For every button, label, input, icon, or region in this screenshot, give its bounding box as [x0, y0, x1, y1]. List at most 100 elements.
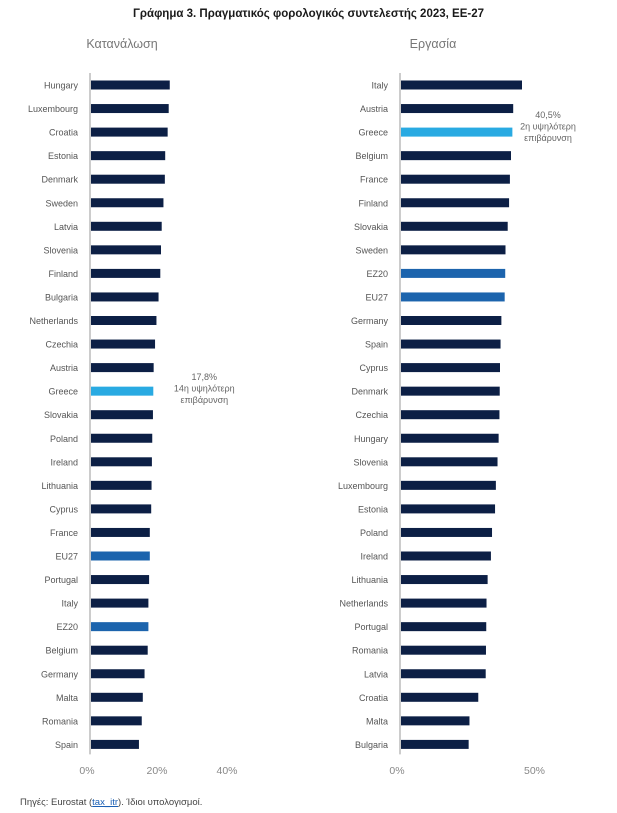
panel-2-bar-austria [401, 104, 514, 114]
panel-2-category-label-croatia: Croatia [359, 693, 388, 703]
panel-2-category-label-latvia: Latvia [364, 669, 388, 679]
panel-2-bar-romania [401, 645, 486, 655]
panel-1-bar-italy [91, 598, 149, 608]
panel-1-bar-belgium [91, 645, 148, 655]
panel-1-tick-label-0: 0% [79, 765, 94, 777]
panel-2-category-label-greece: Greece [358, 128, 388, 138]
source-note: Πηγές: Eurostat (tax_itr). Ίδιοι υπολογι… [20, 797, 202, 808]
source-prefix: Πηγές: Eurostat ( [20, 797, 93, 808]
panel-1-bar-slovakia [91, 410, 153, 420]
panel-2-category-label-slovakia: Slovakia [354, 222, 388, 232]
panel-1-annotation-line-1: 17,8% [192, 372, 218, 382]
panel-1-bar-france [91, 527, 150, 537]
source-link[interactable]: tax_itr [92, 797, 119, 808]
panel-1-bar-eu27 [91, 551, 150, 561]
chart-title: Γράφημα 3. Πραγματικός φορολογικός συντε… [132, 8, 484, 20]
panel-2-bar-belgium [401, 151, 511, 161]
panel-1-category-label-eu27: EU27 [55, 552, 78, 562]
panel-2-bar-italy [401, 80, 522, 90]
panel-1-category-label-estonia: Estonia [48, 151, 78, 161]
panel-2-bar-spain [401, 339, 501, 349]
panel-2-category-label-sweden: Sweden [355, 245, 388, 255]
panel-2-category-label-poland: Poland [360, 528, 388, 538]
panel-1-bar-lithuania [91, 480, 152, 490]
panel-1-bar-croatia [91, 127, 168, 137]
panel-1-bar-finland [91, 268, 161, 278]
panel-2-bar-luxembourg [401, 480, 496, 490]
panel-1-bar-slovenia [91, 245, 161, 255]
panel-2-bar-croatia [401, 692, 479, 702]
panel-2-bar-bulgaria [401, 739, 469, 749]
panel-2-category-label-ez20: EZ20 [366, 269, 388, 279]
panel-1-category-label-ireland: Ireland [50, 457, 78, 467]
panel-1-bar-luxembourg [91, 104, 169, 114]
panel-2-bar-slovakia [401, 221, 508, 231]
panel-2-category-label-spain: Spain [365, 340, 388, 350]
panel-1-bar-netherlands [91, 316, 157, 325]
panel-1-category-label-germany: Germany [41, 669, 79, 679]
panel-2-bar-cyprus [401, 363, 500, 373]
panel-1-tick-label-20: 20% [146, 765, 167, 777]
panel-2-category-label-austria: Austria [360, 104, 388, 114]
panel-2-category-label-hungary: Hungary [354, 434, 389, 444]
source-suffix: ). Ίδιοι υπολογισμοί. [118, 797, 203, 808]
panel-1-annotation-line-3: επιβάρυνση [180, 395, 228, 405]
panel-2-bar-lithuania [401, 575, 488, 585]
panel-1-category-label-poland: Poland [50, 434, 78, 444]
panel-2-category-label-denmark: Denmark [351, 387, 388, 397]
panel-2-bar-malta [401, 716, 470, 726]
panel-1-bar-greece [91, 386, 154, 396]
panel-2-bar-czechia [401, 410, 500, 420]
panel-2-bar-estonia [401, 504, 496, 514]
panel-2-category-label-france: France [360, 175, 388, 185]
panel-1-bar-bulgaria [91, 292, 159, 302]
panel-1-category-label-france: France [50, 528, 78, 538]
panel-1-category-label-cyprus: Cyprus [49, 504, 78, 514]
panel-1-category-label-croatia: Croatia [49, 128, 78, 138]
panel-2-bar-finland [401, 198, 510, 208]
panel-2-category-label-slovenia: Slovenia [353, 457, 388, 467]
panel-1-category-label-spain: Spain [55, 740, 78, 750]
panel-2-category-label-eu27: EU27 [365, 292, 388, 302]
panel-2-tick-label-0: 0% [389, 765, 404, 777]
panel-2-category-label-luxembourg: Luxembourg [338, 481, 388, 491]
panel-2-bar-slovenia [401, 457, 498, 467]
panel-1-category-label-slovenia: Slovenia [43, 245, 78, 255]
panel-1-category-label-luxembourg: Luxembourg [28, 104, 78, 114]
panel-2-bar-eu27 [401, 292, 505, 302]
panel-1-bar-germany [91, 669, 145, 679]
panel-1-category-label-latvia: Latvia [54, 222, 78, 232]
panel-1-bar-latvia [91, 221, 162, 231]
panel-1-bar-czechia [91, 339, 156, 349]
panel-2-annotation-line-3: επιβάρυνση [524, 133, 572, 143]
panel-2-bar-france [401, 174, 510, 184]
panel-2-category-label-netherlands: Netherlands [339, 599, 388, 609]
panel-1-category-label-hungary: Hungary [44, 81, 79, 91]
panel-1-bar-portugal [91, 575, 150, 585]
panel-1-bar-malta [91, 692, 143, 702]
panel-2-bar-hungary [401, 433, 499, 443]
panel-1-bar-austria [91, 363, 154, 373]
panel-1-category-label-ez20: EZ20 [56, 622, 78, 632]
panel-2-annotation-line-1: 40,5% [535, 110, 561, 120]
panel-2-category-label-czechia: Czechia [355, 410, 388, 420]
panel-1-category-label-romania: Romania [42, 716, 78, 726]
panel-2-bar-netherlands [401, 598, 487, 608]
panel-1-category-label-netherlands: Netherlands [29, 316, 78, 326]
panel-2-category-label-italy: Italy [371, 81, 388, 91]
panel-2-bar-ez20 [401, 268, 506, 278]
panel-1-bar-estonia [91, 151, 166, 161]
panel-2-category-label-cyprus: Cyprus [359, 363, 388, 373]
panel-2-category-label-portugal: Portugal [354, 622, 388, 632]
panel-1-category-label-portugal: Portugal [44, 575, 78, 585]
panel-1-title: Κατανάλωση [86, 37, 157, 51]
panel-2-category-label-bulgaria: Bulgaria [355, 740, 388, 750]
panel-1-bar-hungary [91, 80, 170, 90]
panel-2-tick-label-50: 50% [524, 765, 545, 777]
panel-1-category-label-austria: Austria [50, 363, 78, 373]
panel-1-category-label-denmark: Denmark [41, 175, 78, 185]
panel-2-category-label-ireland: Ireland [360, 552, 388, 562]
panel-2-bar-greece [401, 127, 513, 137]
panel-1-category-label-sweden: Sweden [45, 198, 78, 208]
